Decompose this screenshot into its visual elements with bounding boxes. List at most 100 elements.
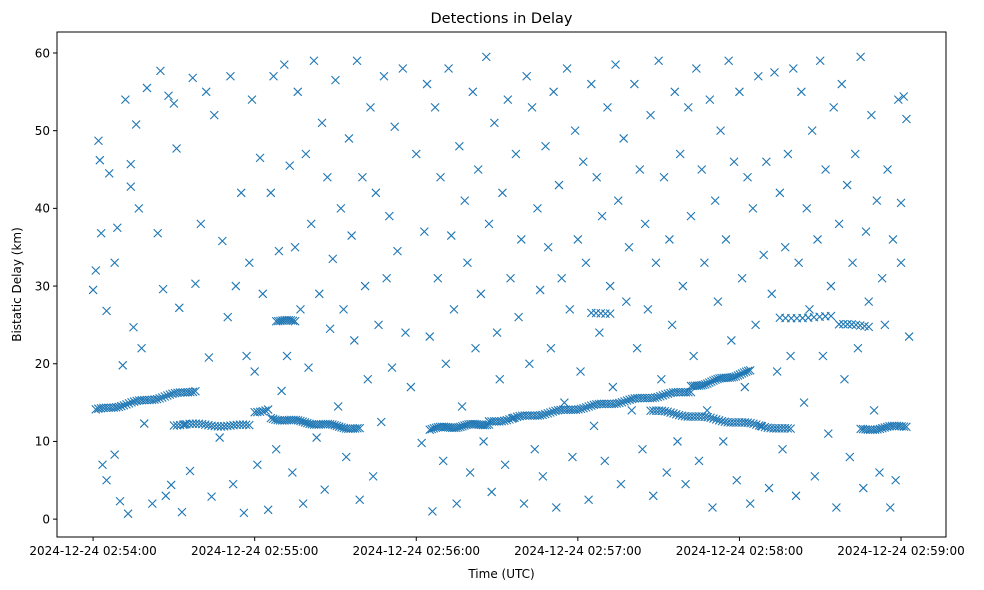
track-point <box>191 386 200 396</box>
data-point <box>344 134 354 143</box>
data-point <box>401 328 410 338</box>
track-point <box>838 319 848 329</box>
data-point <box>398 64 408 73</box>
y-tick-label: 20 <box>35 357 50 371</box>
data-point <box>104 169 114 178</box>
data-point <box>495 374 505 384</box>
data-point <box>244 258 254 268</box>
data-point <box>635 165 645 174</box>
data-point <box>678 281 688 291</box>
data-point <box>441 359 451 369</box>
track-point <box>160 392 170 401</box>
data-point <box>697 165 707 174</box>
data-point <box>775 188 785 198</box>
track-point <box>91 404 101 414</box>
track-point <box>620 397 629 406</box>
data-point <box>242 351 251 361</box>
track-point <box>355 423 365 433</box>
track-point <box>127 398 136 407</box>
data-point <box>586 79 596 89</box>
x-tick-label: 2024-12-24 02:58:00 <box>676 544 803 558</box>
data-point <box>349 336 359 345</box>
data-point <box>503 95 513 104</box>
data-point <box>94 136 103 146</box>
track-point <box>499 416 509 426</box>
data-point <box>363 374 373 384</box>
data-point <box>648 491 658 501</box>
data-point <box>818 351 828 361</box>
data-point <box>454 141 464 151</box>
data-point <box>896 258 906 268</box>
track-point <box>834 319 844 329</box>
data-point <box>559 398 569 407</box>
data-point <box>834 219 844 229</box>
data-point <box>296 304 305 314</box>
data-point <box>98 460 107 470</box>
track-point <box>617 397 627 407</box>
data-point <box>174 303 184 313</box>
data-point <box>180 419 190 429</box>
data-point <box>904 332 914 341</box>
data-point <box>829 102 839 112</box>
track-point <box>507 414 517 423</box>
data-point <box>735 87 744 97</box>
track-point <box>162 391 172 400</box>
data-point <box>807 126 817 136</box>
data-point <box>269 71 278 81</box>
data-point <box>872 196 882 205</box>
data-point <box>748 203 758 213</box>
track-point <box>864 322 874 332</box>
data-point <box>393 246 402 256</box>
data-point <box>726 336 736 345</box>
track-point <box>152 394 162 404</box>
track-point <box>165 390 175 399</box>
track-point <box>510 413 519 422</box>
track-point <box>671 409 681 419</box>
data-point <box>689 351 699 361</box>
data-point <box>304 363 313 373</box>
data-point <box>570 126 580 136</box>
track-point <box>663 389 673 399</box>
y-axis-label: Bistatic Delay (km) <box>10 227 24 342</box>
data-point <box>126 159 136 169</box>
track-point <box>188 387 198 397</box>
track-point <box>709 414 718 423</box>
data-point <box>172 144 181 153</box>
track-point <box>661 390 670 399</box>
data-point <box>384 211 394 221</box>
track-point <box>535 410 545 420</box>
data-point <box>320 485 330 494</box>
data-point <box>772 367 782 376</box>
data-point <box>842 180 852 190</box>
x-tick-label: 2024-12-24 02:55:00 <box>191 544 318 558</box>
data-point <box>112 223 122 233</box>
data-point <box>417 438 427 448</box>
data-point <box>137 343 146 353</box>
x-tick-label: 2024-12-24 02:59:00 <box>837 544 964 558</box>
data-point <box>751 320 760 330</box>
track-point <box>655 391 665 401</box>
data-point <box>667 320 677 330</box>
data-point <box>231 281 241 291</box>
data-point <box>638 444 647 454</box>
data-point <box>799 398 809 407</box>
track-point <box>625 395 634 405</box>
data-point <box>584 495 594 505</box>
data-point <box>665 235 674 244</box>
data-point <box>207 492 216 501</box>
x-axis: 2024-12-24 02:54:00 2024-12-24 02:55:00 20… <box>29 537 965 558</box>
track-point <box>579 403 588 413</box>
data-point <box>252 460 262 470</box>
y-tick-label: 0 <box>42 512 50 526</box>
data-point <box>705 95 715 104</box>
data-point <box>271 444 281 454</box>
data-point <box>460 196 470 205</box>
track-point <box>244 420 254 430</box>
track-point <box>663 407 673 417</box>
data-point <box>853 343 863 353</box>
data-point <box>522 71 532 81</box>
data-points <box>88 52 914 519</box>
y-tick-label: 50 <box>35 124 50 138</box>
data-point <box>166 480 176 490</box>
track-point <box>116 401 126 411</box>
